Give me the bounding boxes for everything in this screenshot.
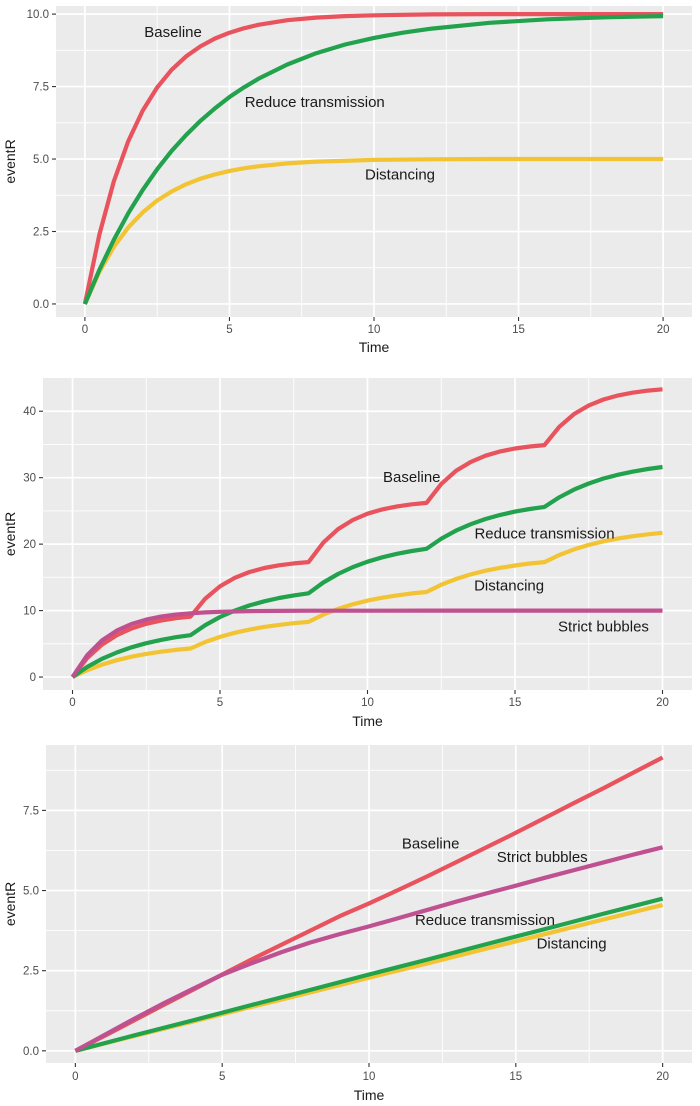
x-axis-title: Time [352,713,383,729]
axis-tick-marks [42,809,664,1067]
annotation-reduce-transmission: Reduce transmission [415,912,555,929]
x-tick-label: 15 [509,697,522,709]
series-line-reduce-transmission [82,14,664,305]
x-tick-label: 0 [82,324,88,336]
y-tick-label: 7.5 [33,82,49,94]
x-tick-label: 20 [656,697,669,709]
x-tick-label: 0 [72,1071,78,1083]
series-line-reduce-transmission [74,896,664,1053]
y-tick-label: 5.0 [33,154,49,166]
y-tick-label: 2.5 [33,226,49,238]
y-tick-label: 30 [23,473,36,485]
series-line-baseline [82,12,664,305]
y-tick-label: 40 [23,406,36,418]
annotation-baseline: Baseline [144,24,202,41]
x-tick-label: 20 [657,324,670,336]
chart-bottom-svg: 0 5 10 15 20 0.0 2.5 5.0 7.5 Time eventR Baseline St… [2,745,692,1103]
series-lines [74,755,664,1053]
y-tick-label: 7.5 [23,805,39,817]
chart-middle-repeated-events: 0 5 10 15 20 0 10 20 30 40 Time eventR Baseline Reduc… [0,358,700,738]
annotation-distancing: Distancing [365,166,435,183]
axis-tick-marks [39,410,664,694]
y-tick-label: 5.0 [23,886,39,898]
y-tick-label: 0.0 [23,1046,39,1058]
x-tick-label: 0 [69,697,75,709]
series-line-reduce-transmission [71,464,663,679]
chart-top-cumulative-saturating: 0 5 10 15 20 0.0 2.5 5.0 7.5 10.0 Time eventR Baseli… [0,0,700,358]
x-axis-title: Time [359,339,390,355]
annotation-baseline: Baseline [383,469,441,486]
x-tick-label: 10 [361,697,374,709]
series-lines [70,387,663,679]
chart-top-svg: 0 5 10 15 20 0.0 2.5 5.0 7.5 10.0 Time eventR Baseli… [2,6,692,355]
y-axis-title: eventR [2,139,18,183]
axis-tick-marks [52,13,664,321]
x-tick-label: 10 [368,324,381,336]
y-axis-title: eventR [2,882,18,926]
x-tick-label: 15 [509,1071,522,1083]
chart-bottom-linear-growth: 0 5 10 15 20 0.0 2.5 5.0 7.5 Time eventR Baseline St… [0,738,700,1106]
annotation-reduce-transmission: Reduce transmission [474,526,614,543]
x-tick-label: 20 [656,1071,669,1083]
x-tick-label: 15 [512,324,525,336]
y-tick-label: 10 [23,606,36,618]
y-tick-label: 0.0 [33,299,49,311]
series-line-strict-bubbles [74,845,664,1053]
annotation-distancing: Distancing [474,577,544,594]
annotation-reduce-transmission: Reduce transmission [245,94,385,111]
series-lines [82,12,664,305]
x-tick-label: 5 [226,324,232,336]
annotation-strict-bubbles: Strict bubbles [497,849,588,866]
annotation-distancing: Distancing [537,935,607,952]
y-axis-title: eventR [2,512,18,556]
chart-middle-svg: 0 5 10 15 20 0 10 20 30 40 Time eventR Baseline Reduc… [2,378,692,729]
y-tick-label: 2.5 [23,966,39,978]
x-tick-label: 5 [217,697,223,709]
series-line-distancing [71,530,663,679]
y-tick-label: 10.0 [27,9,49,21]
annotation-strict-bubbles: Strict bubbles [558,619,649,636]
grid-major [46,745,692,1063]
series-line-baseline [70,387,663,679]
y-tick-label: 0 [30,672,36,684]
annotation-baseline: Baseline [402,835,460,852]
x-tick-label: 5 [219,1071,225,1083]
x-axis-title: Time [354,1087,385,1103]
y-tick-label: 20 [23,539,36,551]
series-line-distancing [82,156,664,305]
x-tick-label: 10 [363,1071,376,1083]
series-line-strict-bubbles [70,608,663,679]
